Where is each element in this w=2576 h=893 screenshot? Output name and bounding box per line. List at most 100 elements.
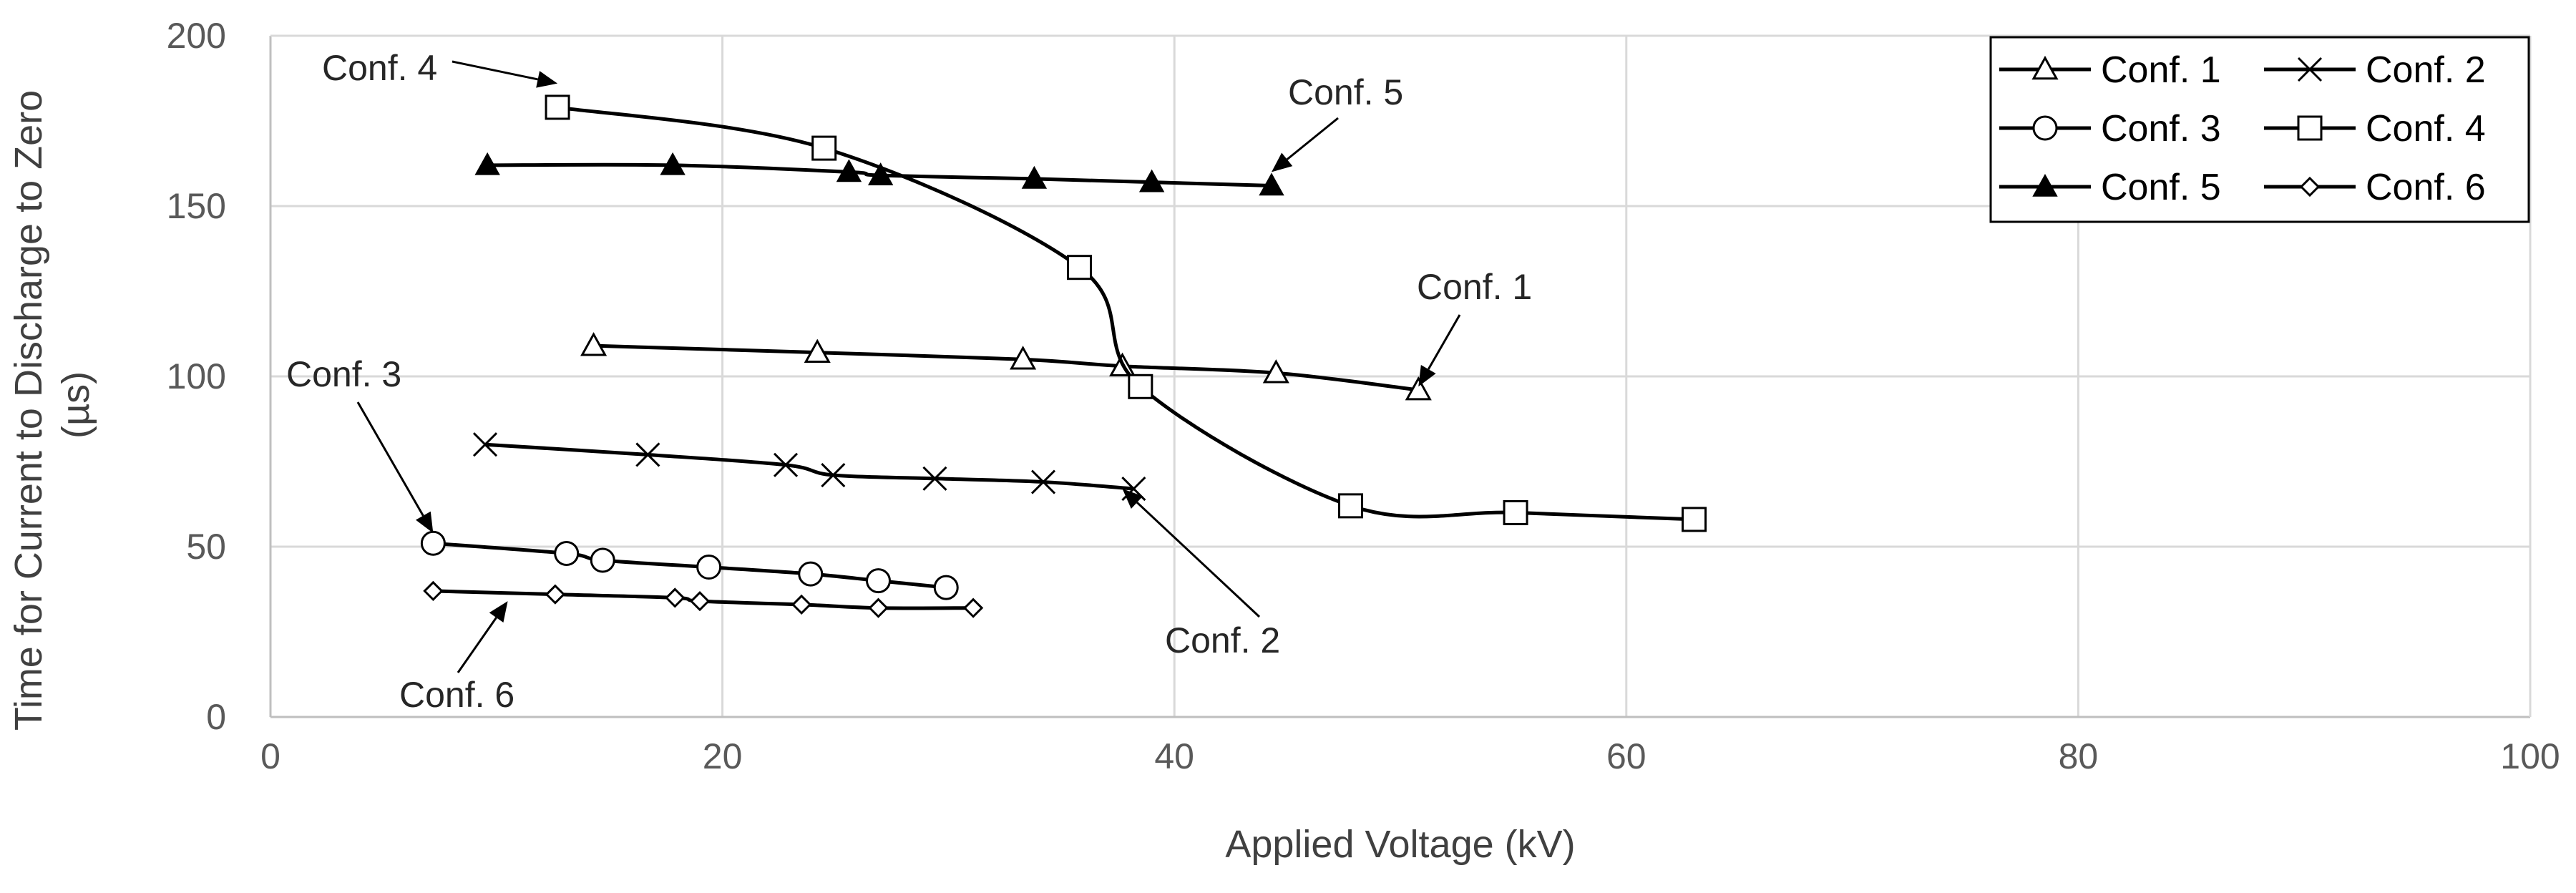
x-tick-label-40: 40 — [1154, 736, 1194, 776]
legend-label-conf-4: Conf. 4 — [2366, 108, 2486, 150]
point-conf-1-1 — [580, 332, 608, 356]
point-conf-2-5 — [922, 466, 947, 491]
y-tick-label-100: 100 — [167, 356, 226, 396]
legend-item-conf-2: Conf. 2 — [2264, 49, 2486, 91]
point-conf-2-2 — [635, 442, 660, 467]
x-tick-label-20: 20 — [703, 736, 743, 776]
annotation-arrow-line-conf-6 — [457, 617, 497, 673]
annotation-conf-2: Conf. 2 — [1122, 489, 1280, 660]
annotation-label-conf-2: Conf. 2 — [1165, 620, 1280, 660]
point-conf-1-6 — [1405, 376, 1432, 401]
point-conf-6-1 — [423, 580, 444, 602]
annotation-conf-6: Conf. 6 — [399, 601, 514, 715]
point-conf-1-5 — [1262, 359, 1289, 384]
series-line-conf-2 — [484, 442, 1134, 491]
y-axis-title: Time for Current to Discharge to Zero (µ… — [7, 79, 97, 731]
legend-marker-conf-2 — [2297, 57, 2323, 82]
point-conf-3-3 — [590, 547, 615, 573]
legend-item-conf-1: Conf. 1 — [1999, 49, 2221, 91]
x-tick-label-100: 100 — [2500, 736, 2560, 776]
point-conf-3-6 — [866, 568, 892, 594]
point-conf-6-5 — [791, 594, 812, 615]
point-conf-5-4 — [867, 162, 894, 185]
y-axis-title-line-2: (µs) — [54, 371, 97, 439]
legend-marker-conf-1 — [2031, 55, 2059, 80]
x-axis-title: Applied Voltage (kV) — [1225, 823, 1575, 866]
point-conf-3-1 — [420, 530, 446, 556]
y-tick-label-200: 200 — [167, 16, 226, 56]
series-conf-1 — [580, 332, 1432, 401]
annotations: Conf. 4 Conf. 5 Conf. 1 Conf. 3 Conf. 2 Conf.… — [286, 48, 1532, 715]
series-conf-6 — [423, 580, 984, 618]
x-tick-label-0: 0 — [260, 736, 280, 776]
legend-marker-conf-5 — [2032, 173, 2058, 197]
point-conf-4-6 — [1503, 499, 1528, 525]
legend-marker-conf-4 — [2297, 115, 2323, 141]
point-conf-1-3 — [1010, 346, 1037, 370]
point-conf-5-1 — [474, 152, 500, 175]
point-conf-1-2 — [804, 338, 831, 363]
annotation-conf-5: Conf. 5 — [1271, 72, 1403, 172]
annotation-arrow-line-conf-5 — [1286, 117, 1339, 160]
y-tick-label-150: 150 — [167, 186, 226, 226]
point-conf-4-7 — [1682, 507, 1707, 532]
legend-item-conf-5: Conf. 5 — [1999, 167, 2221, 208]
annotation-label-conf-5: Conf. 5 — [1288, 72, 1403, 112]
y-tick-labels: 0 50 100 150 200 — [167, 16, 226, 737]
annotation-label-conf-6: Conf. 6 — [399, 675, 514, 715]
y-tick-label-50: 50 — [186, 527, 226, 567]
annotation-arrowhead-conf-4 — [536, 71, 558, 88]
x-tick-label-80: 80 — [2059, 736, 2099, 776]
point-conf-4-3 — [1067, 255, 1093, 280]
series-line-conf-4 — [557, 105, 1694, 522]
point-conf-5-3 — [836, 159, 862, 182]
annotation-arrow-line-conf-1 — [1427, 314, 1461, 370]
point-conf-5-7 — [1259, 172, 1284, 196]
series-conf-4 — [545, 94, 1707, 532]
point-conf-6-2 — [545, 584, 566, 605]
x-tick-labels: 0 20 40 60 80 100 — [260, 736, 2560, 776]
annotation-arrowhead-conf-1 — [1418, 365, 1436, 387]
point-conf-4-2 — [811, 135, 837, 161]
point-conf-3-4 — [696, 555, 722, 580]
annotation-arrowhead-conf-2 — [1122, 489, 1143, 509]
series-conf-3 — [420, 530, 959, 600]
point-conf-2-3 — [773, 452, 799, 477]
annotation-arrowhead-conf-5 — [1271, 152, 1293, 172]
legend-label-conf-6: Conf. 6 — [2366, 167, 2486, 208]
point-conf-6-7 — [963, 597, 984, 618]
series-line-conf-1 — [593, 343, 1419, 392]
annotation-arrow-line-conf-3 — [356, 401, 424, 517]
legend-marker-conf-6 — [2299, 176, 2321, 197]
point-conf-5-5 — [1021, 165, 1048, 189]
axes — [269, 34, 2532, 718]
annotation-label-conf-3: Conf. 3 — [286, 354, 401, 394]
legend-item-conf-3: Conf. 3 — [1999, 108, 2221, 150]
y-tick-label-0: 0 — [206, 697, 226, 737]
annotation-arrow-line-conf-4 — [452, 60, 538, 81]
point-conf-6-3 — [665, 587, 686, 608]
point-conf-4-5 — [1338, 493, 1364, 519]
point-conf-4-4 — [1128, 374, 1153, 399]
x-tick-label-60: 60 — [1606, 736, 1646, 776]
legend-label-conf-5: Conf. 5 — [2101, 167, 2221, 208]
point-conf-4-1 — [545, 94, 570, 120]
point-conf-3-7 — [933, 575, 959, 600]
annotation-arrow-line-conf-2 — [1136, 502, 1261, 618]
legend-marker-conf-3 — [2032, 115, 2058, 141]
series-conf-5 — [474, 152, 1284, 196]
point-conf-2-4 — [821, 462, 846, 488]
annotation-conf-4: Conf. 4 — [322, 48, 558, 88]
annotation-label-conf-1: Conf. 1 — [1417, 267, 1532, 307]
annotation-conf-1: Conf. 1 — [1417, 267, 1532, 387]
series-conf-2 — [472, 432, 1146, 502]
point-conf-5-6 — [1138, 169, 1165, 192]
annotation-arrowhead-conf-3 — [416, 511, 434, 533]
legend-item-conf-4: Conf. 4 — [2264, 108, 2486, 150]
point-conf-5-2 — [660, 152, 686, 175]
legend-item-conf-6: Conf. 6 — [2264, 167, 2486, 208]
point-conf-3-5 — [798, 561, 824, 587]
annotation-conf-3: Conf. 3 — [286, 354, 434, 533]
point-conf-3-2 — [554, 541, 580, 567]
